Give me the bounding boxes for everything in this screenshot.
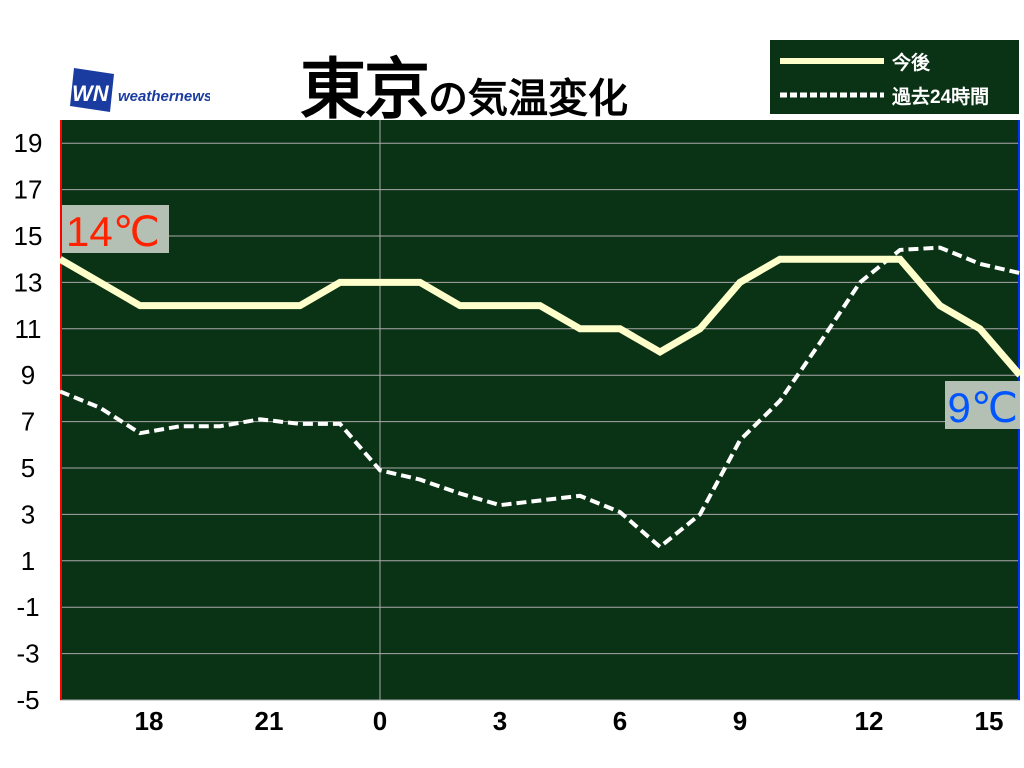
x-tick-label: 6 (613, 706, 627, 736)
title-sub: の気温変化 (428, 76, 628, 122)
legend-item-forecast: 今後 (780, 46, 930, 76)
chart-title: 東京の気温変化 (300, 36, 628, 132)
legend-item-past: 過去24時間 (780, 80, 989, 110)
legend-label: 過去24時間 (892, 86, 990, 108)
max-label-bg (62, 205, 169, 253)
series-line-past-24h (59, 245, 1021, 550)
x-tick-label: 3 (493, 706, 507, 736)
y-tick-label: 5 (21, 453, 35, 483)
title-city: 東京 (300, 51, 430, 128)
y-tick-label: -3 (16, 639, 39, 669)
y-tick-label: 15 (14, 221, 43, 251)
series-line-forecast (58, 255, 1023, 378)
y-tick-label: 19 (14, 128, 43, 158)
y-tick-label: 9 (21, 360, 35, 390)
start-temp-label: 14℃ (66, 208, 160, 255)
y-tick-label: 3 (21, 499, 35, 529)
weathernews-logo: WN weathernews (70, 68, 212, 118)
y-tick-label: -1 (16, 592, 39, 622)
y-tick-label: 13 (14, 267, 43, 297)
x-tick-label: 18 (135, 706, 164, 736)
y-tick-label: -5 (16, 685, 39, 715)
legend: 今後 過去24時間 (770, 40, 1019, 114)
end-temp-label: 9℃ (947, 384, 1018, 431)
svg-text:WN: WN (72, 81, 110, 106)
min-label-bg (945, 381, 1020, 429)
x-tick-label: 21 (255, 706, 284, 736)
legend-label: 今後 (892, 52, 931, 74)
x-tick-label: 0 (373, 706, 387, 736)
x-tick-label: 15 (975, 706, 1004, 736)
y-tick-label: 11 (15, 314, 42, 344)
plot-area (60, 120, 1020, 700)
y-tick-label: 1 (21, 546, 35, 576)
y-tick-label: 17 (14, 175, 43, 205)
x-tick-label: 9 (733, 706, 747, 736)
x-tick-label: 12 (855, 706, 884, 736)
logo-text: weathernews (118, 88, 210, 105)
y-tick-label: 7 (21, 407, 35, 437)
